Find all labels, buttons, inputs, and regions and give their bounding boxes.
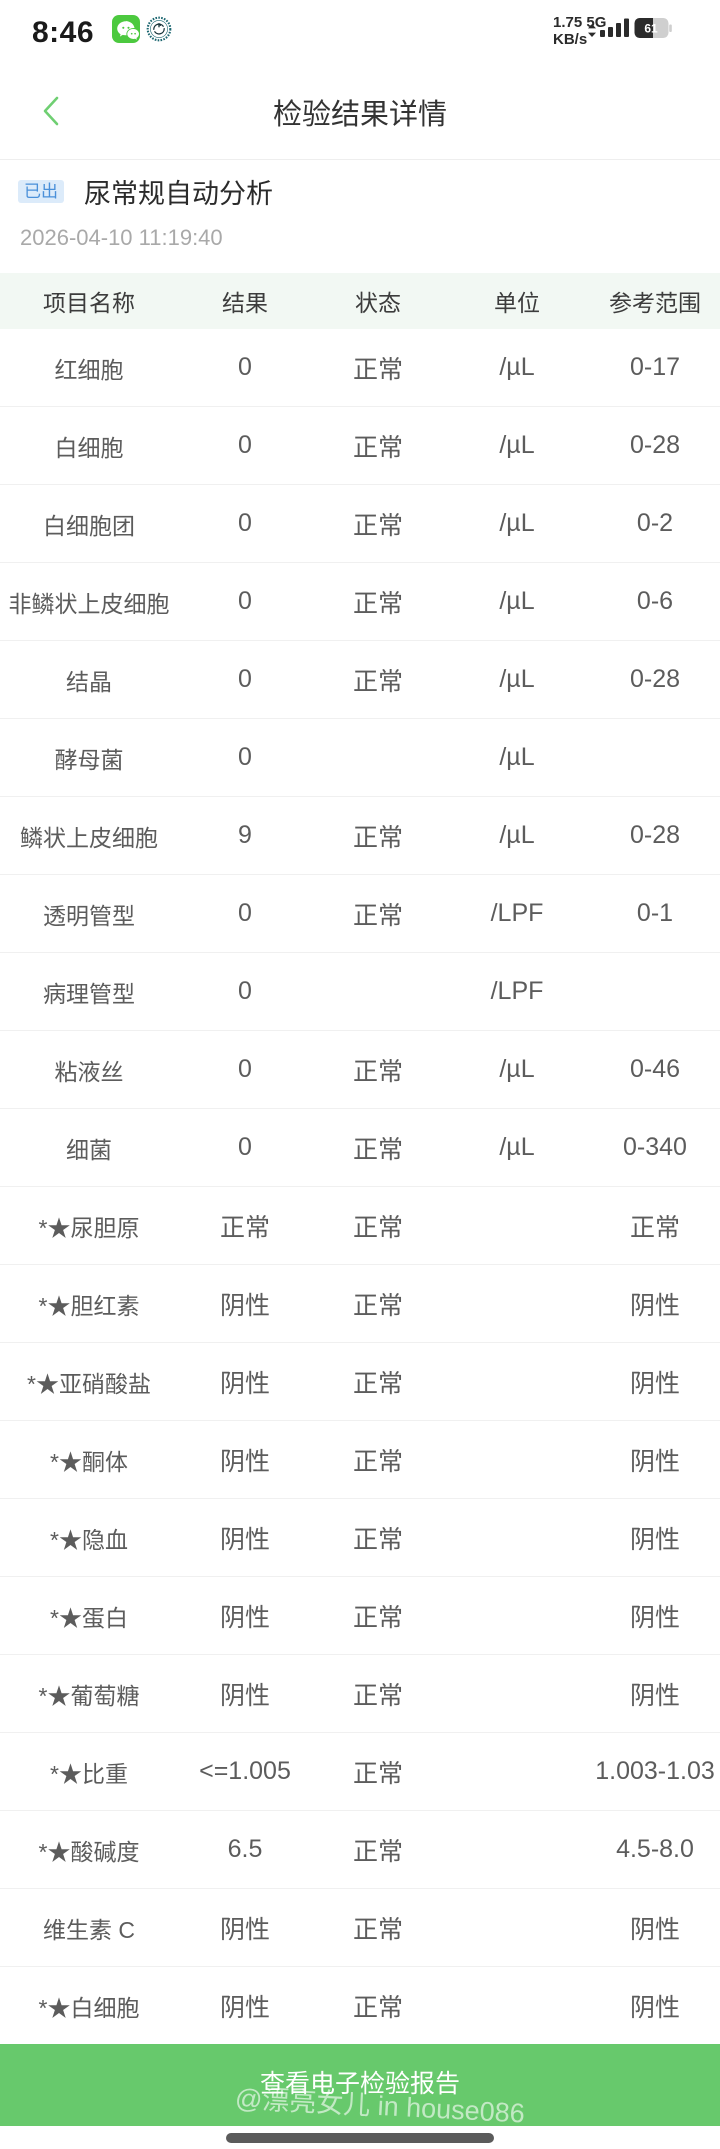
svg-text:61: 61 <box>644 22 658 36</box>
